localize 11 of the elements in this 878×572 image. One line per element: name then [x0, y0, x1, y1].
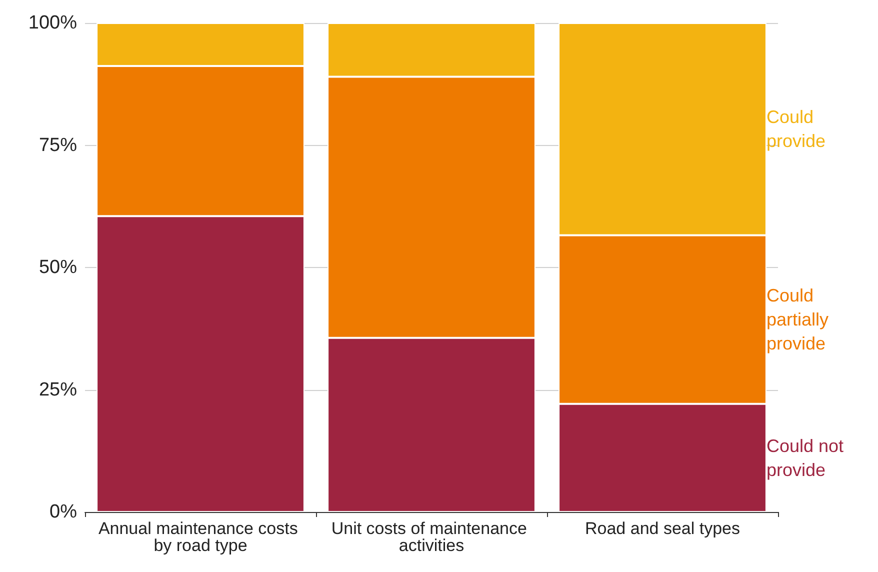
y-tick-label: 75%	[38, 134, 78, 156]
y-tick-label: 0%	[50, 502, 78, 522]
y-tick-label: 100%	[28, 12, 78, 34]
y-tick-label: 25%	[38, 379, 78, 400]
x-tick-label: Annual maintenance costs by road type	[98, 519, 303, 555]
series-label: Could provide	[766, 107, 826, 152]
series-label: Could partially provide	[766, 286, 829, 354]
y-tick-label: 50%	[38, 257, 78, 278]
series-label: Could not provide	[766, 436, 844, 480]
x-tick-label: Road and seal types	[585, 519, 740, 538]
x-tick-label: Unit costs of maintenance activities	[331, 519, 532, 555]
